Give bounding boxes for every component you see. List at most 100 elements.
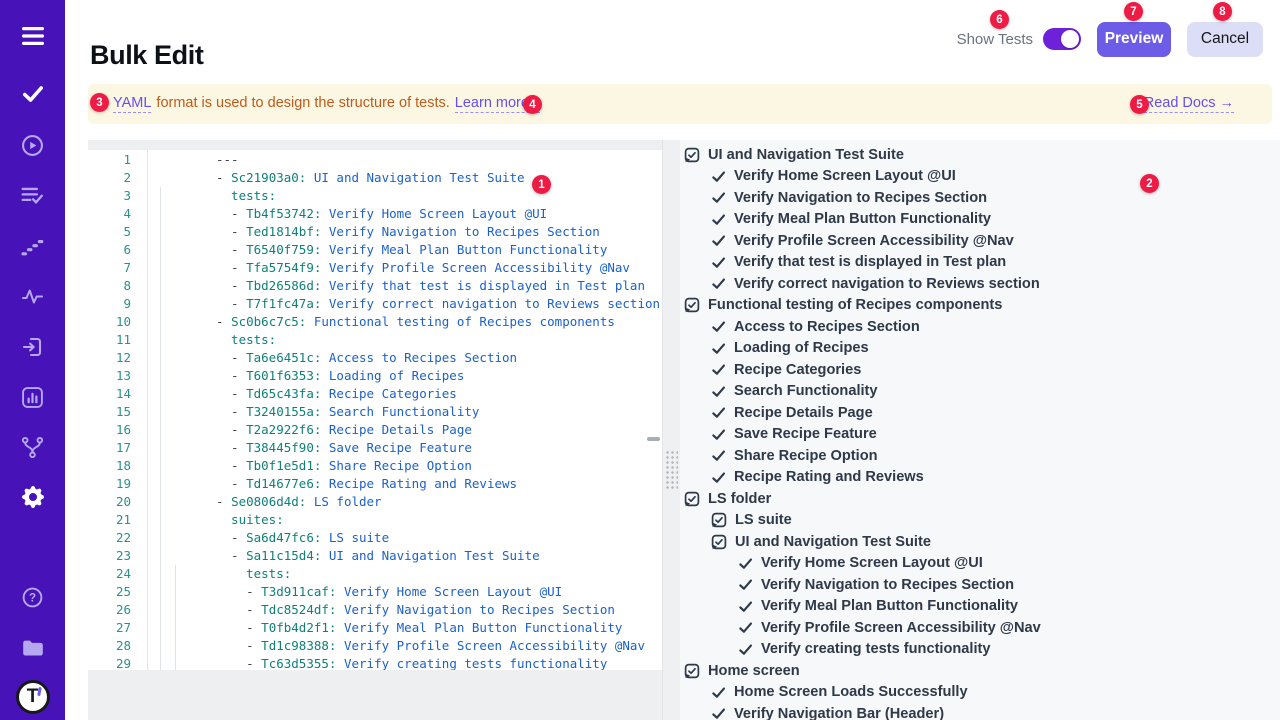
annotation-badge-3: 3 [90, 93, 109, 112]
code-line: 10 - Sc0b6c7c5: Functional testing of Re… [88, 313, 662, 331]
line-number: 14 [115, 386, 131, 401]
tree-row[interactable]: LS suite [680, 510, 1280, 532]
annotation-badge-7: 7 [1124, 2, 1143, 21]
tree-row[interactable]: Verify Navigation to Recipes Section [680, 574, 1280, 596]
help-icon[interactable]: ? [0, 586, 65, 609]
steps-icon[interactable] [0, 236, 65, 257]
yaml-link[interactable]: YAML [113, 95, 152, 113]
line-content: - T7f1fc47a: Verify correct navigation t… [231, 296, 661, 311]
tree-row[interactable]: Verify Meal Plan Button Functionality [680, 596, 1280, 618]
tree-row[interactable]: Share Recipe Option [680, 445, 1280, 467]
page-title: Bulk Edit [90, 40, 204, 71]
test-check-icon [711, 212, 726, 227]
line-content: - Tfa5754f9: Verify Profile Screen Acces… [231, 260, 630, 275]
tree-row[interactable]: Verify Navigation Bar (Header) [680, 703, 1280, 720]
tree-row[interactable]: LS folder [680, 488, 1280, 510]
line-content: - Tdc8524df: Verify Navigation to Recipe… [246, 602, 615, 617]
line-content: suites: [231, 512, 284, 527]
line-number: 8 [123, 278, 131, 293]
tree-item-label: Access to Recipes Section [734, 318, 920, 335]
yaml-info-banner: YAML format is used to design the struct… [88, 84, 1272, 124]
indent-guide [175, 565, 176, 670]
svg-text:?: ? [29, 593, 36, 605]
preview-button[interactable]: Preview [1097, 21, 1171, 57]
learn-more-link[interactable]: Learn more ↓ [454, 95, 541, 113]
tree-row[interactable]: Verify creating tests functionality [680, 639, 1280, 661]
line-content: - Sa6d47fc6: LS suite [231, 530, 390, 545]
test-check-icon [711, 706, 726, 720]
analytics-bar-chart-icon[interactable] [0, 386, 65, 409]
code-line: 18 - Tb0f1e5d1: Share Recipe Option [88, 457, 662, 475]
line-content: --- [216, 152, 239, 167]
tests-check-icon[interactable] [0, 84, 65, 104]
code-line: 29 - Tc63d5355: Verify creating tests fu… [88, 655, 662, 670]
annotation-badge-8: 8 [1213, 2, 1232, 21]
tree-row[interactable]: Verify Home Screen Layout @UI [680, 553, 1280, 575]
yaml-editor[interactable]: 1 --- 2 - Sc21903a0: UI and Navigation T… [88, 150, 662, 670]
line-number: 7 [123, 260, 131, 275]
line-number: 1 [123, 152, 131, 167]
tree-row[interactable]: Verify Navigation to Recipes Section [680, 187, 1280, 209]
branches-icon[interactable] [0, 436, 65, 459]
tree-item-label: Verify Meal Plan Button Functionality [761, 598, 1019, 615]
code-line: 13 - T601f6353: Loading of Recipes [88, 367, 662, 385]
tree-row[interactable]: Verify Profile Screen Accessibility @Nav [680, 230, 1280, 252]
test-plans-list-check-icon[interactable] [0, 185, 65, 206]
code-line: 27 - T0fb4d2f1: Verify Meal Plan Button … [88, 619, 662, 637]
logo-letter: T [26, 686, 39, 707]
suite-check-square-icon [684, 147, 700, 163]
tree-row[interactable]: Verify Profile Screen Accessibility @Nav [680, 617, 1280, 639]
tree-row[interactable]: UI and Navigation Test Suite [680, 144, 1280, 166]
code-line: 28 - Td1c98388: Verify Profile Screen Ac… [88, 637, 662, 655]
code-line: 23 - Sa11c15d4: UI and Navigation Test S… [88, 547, 662, 565]
tree-row[interactable]: Verify that test is displayed in Test pl… [680, 252, 1280, 274]
tree-row[interactable]: Verify correct navigation to Reviews sec… [680, 273, 1280, 295]
tree-row[interactable]: Home screen [680, 660, 1280, 682]
indent-guide [160, 187, 161, 670]
line-content: - Tc63d5355: Verify creating tests funct… [246, 656, 608, 670]
read-docs-link[interactable]: Read Docs → [1143, 95, 1234, 113]
line-number: 25 [115, 584, 131, 599]
test-check-icon [711, 319, 726, 334]
line-content: - T2a2922f6: Recipe Details Page [231, 422, 472, 437]
app-logo[interactable]: T [0, 680, 65, 714]
tree-row[interactable]: Verify Home Screen Layout @UI [680, 166, 1280, 188]
test-check-icon [711, 276, 726, 291]
menu-icon[interactable] [0, 26, 65, 46]
tree-row[interactable]: Loading of Recipes [680, 338, 1280, 360]
line-number: 4 [123, 206, 131, 221]
tree-row[interactable]: UI and Navigation Test Suite [680, 531, 1280, 553]
tree-item-label: Recipe Details Page [734, 404, 873, 421]
tree-row[interactable]: Home Screen Loads Successfully [680, 682, 1280, 704]
pulse-icon[interactable] [0, 286, 65, 306]
tree-row[interactable]: Access to Recipes Section [680, 316, 1280, 338]
tree-row[interactable]: Recipe Rating and Reviews [680, 467, 1280, 489]
tree-row[interactable]: Save Recipe Feature [680, 424, 1280, 446]
editor-scrollbar-thumb[interactable] [647, 437, 660, 441]
cancel-button[interactable]: Cancel [1187, 21, 1263, 57]
tree-row[interactable]: Verify Meal Plan Button Functionality [680, 209, 1280, 231]
projects-folder-icon[interactable] [0, 636, 65, 658]
tree-row[interactable]: Functional testing of Recipes components [680, 295, 1280, 317]
test-check-icon [711, 190, 726, 205]
line-number: 6 [123, 242, 131, 257]
code-line: 16 - T2a2922f6: Recipe Details Page [88, 421, 662, 439]
tree-row[interactable]: Search Functionality [680, 381, 1280, 403]
suite-check-square-icon [684, 491, 700, 507]
code-line: 24 tests: [88, 565, 662, 583]
settings-gear-icon[interactable] [0, 486, 65, 508]
tree-row[interactable]: Recipe Categories [680, 359, 1280, 381]
tree-item-label: Verify Profile Screen Accessibility @Nav [734, 232, 1014, 249]
import-sign-in-icon[interactable] [0, 336, 65, 358]
test-check-icon [711, 233, 726, 248]
pane-splitter[interactable] [662, 140, 680, 720]
show-tests-toggle[interactable] [1043, 28, 1081, 50]
tree-row[interactable]: Recipe Details Page [680, 402, 1280, 424]
runs-play-circle-icon[interactable] [0, 134, 65, 157]
header-controls: Show Tests Preview Cancel [957, 21, 1263, 57]
line-number: 13 [115, 368, 131, 383]
editor-pane: 1 --- 2 - Sc21903a0: UI and Navigation T… [88, 140, 662, 720]
code-line: 2 - Sc21903a0: UI and Navigation Test Su… [88, 169, 662, 187]
line-number: 9 [123, 296, 131, 311]
line-number: 10 [115, 314, 131, 329]
